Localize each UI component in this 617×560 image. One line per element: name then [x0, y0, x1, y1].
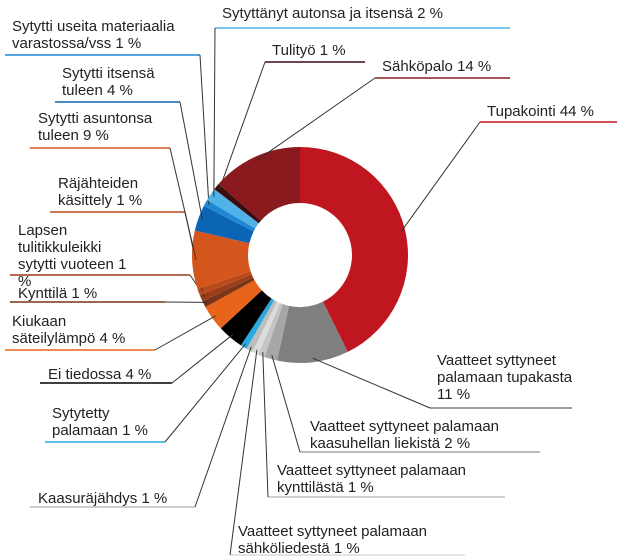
slice-label: Kiukaan säteilylämpö 4 % — [12, 313, 152, 347]
value-label: 4 % — [125, 366, 152, 383]
leader-line — [219, 61, 266, 190]
slice — [194, 205, 254, 244]
category-label: Vaatteet syttyneet palamaan tupakasta — [437, 352, 573, 386]
leader-line — [164, 343, 247, 443]
category-label: Vaatteet syttyneet palamaan sähköliedest… — [238, 523, 428, 557]
category-label: Vaatteet syttyneet palamaan kynttilästä — [277, 462, 467, 496]
leader-line — [256, 77, 376, 161]
value-label: 4 % — [107, 82, 133, 99]
slice — [214, 184, 261, 224]
value-label: 14 % — [457, 58, 492, 75]
value-label: 1 % — [141, 490, 168, 507]
slice — [192, 230, 251, 289]
value-label: 1 % — [115, 35, 142, 52]
value-label: 1 % — [333, 540, 360, 557]
category-label: Lapsen tulitikkuleikki sytytti vuoteen — [18, 222, 114, 273]
leader-line — [169, 147, 197, 260]
value-label: 1 % — [116, 192, 143, 209]
leader-line — [229, 349, 258, 556]
slice — [264, 304, 289, 361]
value-label: 4 % — [99, 330, 126, 347]
slice-label: Räjähteiden käsittely 1 % — [58, 175, 168, 209]
slice-label: Vaatteet syttyneet palamaan kaasuhellan … — [310, 418, 550, 452]
category-label: Sytyttänyt autonsa ja itsensä — [222, 5, 413, 22]
category-label: Räjähteiden käsittely — [58, 175, 139, 209]
leader-line — [213, 27, 216, 197]
category-label: Vaatteet syttyneet palamaan kaasuhellan … — [310, 418, 500, 452]
slice — [252, 301, 280, 355]
leader-line — [171, 334, 234, 384]
slice — [205, 280, 262, 329]
slice-label: Sytytti itsensä tuleen 4 % — [62, 65, 177, 99]
category-label: Kiukaan säteilylämpö — [12, 313, 96, 347]
category-label: Kynttilä — [18, 285, 68, 302]
leader-line — [262, 352, 269, 498]
slice-label: Tupakointi 44 % — [487, 103, 617, 120]
slice — [202, 277, 255, 308]
slice-label: Sytyttänyt autonsa ja itsensä 2 % — [222, 5, 522, 22]
value-label: 1 % — [71, 285, 98, 302]
slice — [240, 298, 275, 349]
value-label: 2 % — [417, 5, 443, 22]
value-label: 2 % — [444, 435, 471, 452]
category-label: Sytytti itsensä tuleen — [62, 65, 155, 99]
value-label: 9 % — [83, 127, 109, 144]
category-label: Ei tiedossa — [48, 366, 122, 383]
slice-label: Tulityö 1 % — [272, 42, 372, 59]
slice-label: Vaatteet syttyneet palamaan kynttilästä … — [277, 462, 507, 496]
value-label: 1 % — [347, 479, 374, 496]
value-label: 11 % — [437, 386, 471, 403]
slice — [258, 302, 283, 357]
value-label: 1 % — [122, 422, 148, 439]
category-label: Tupakointi — [487, 103, 556, 120]
slice-label: Vaatteet syttyneet palamaan sähköliedest… — [238, 523, 468, 557]
category-label: Sytytti useita materiaalia varastossa/vs… — [12, 18, 175, 52]
leader-line — [154, 315, 216, 351]
leader-line — [312, 357, 431, 409]
leader-line — [271, 354, 301, 453]
slice-label: Ei tiedossa 4 % — [48, 366, 178, 383]
slice — [300, 147, 408, 352]
slice — [203, 200, 256, 232]
value-label: 44 % — [559, 103, 595, 120]
slice — [207, 189, 259, 229]
slice-label: Kaasuräjähdys 1 % — [38, 490, 198, 507]
leader-line — [400, 121, 481, 232]
category-label: Tulityö — [272, 42, 316, 59]
category-label: Sähköpalo — [382, 58, 453, 75]
slice — [277, 301, 348, 363]
slice — [199, 274, 254, 302]
slice — [220, 290, 272, 346]
value-label: 1 % — [18, 256, 127, 290]
leader-line — [179, 101, 203, 220]
slice-label: Vaatteet syttyneet palamaan tupakasta 11… — [437, 352, 577, 403]
value-label: 1 % — [319, 42, 346, 59]
slice-label: Sytytti useita materiaalia varastossa/vs… — [12, 18, 202, 52]
leader-line — [199, 54, 210, 205]
category-label: Kaasuräjähdys — [38, 490, 138, 507]
slice-label: Sähköpalo 14 % — [382, 58, 512, 75]
category-label: Sytytetty palamaan — [52, 405, 118, 439]
slice — [197, 271, 252, 296]
category-label: Sytytti asuntonsa tuleen — [38, 110, 153, 144]
slice — [246, 300, 278, 352]
slice-label: Sytytetty palamaan 1 % — [52, 405, 162, 439]
leader-line — [194, 346, 252, 508]
slice-label: Kynttilä 1 % — [18, 285, 158, 302]
slice-label: Lapsen tulitikkuleikki sytytti vuoteen 1… — [18, 222, 128, 290]
slice-label: Sytytti asuntonsa tuleen 9 % — [38, 110, 183, 144]
slice — [218, 147, 300, 221]
